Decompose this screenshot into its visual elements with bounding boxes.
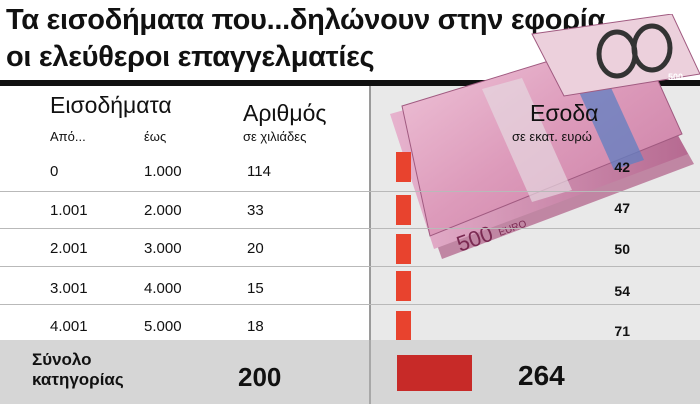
row-divider <box>0 228 700 229</box>
revenue-bar <box>396 271 411 301</box>
total-label: Σύνολο κατηγορίας <box>32 350 124 390</box>
title-underline <box>0 80 700 86</box>
row-count: 33 <box>247 202 264 219</box>
row-divider <box>0 191 700 192</box>
row-from: 2.001 <box>50 240 88 257</box>
header-count: Αριθμός <box>243 100 327 126</box>
title-line-2: οι ελεύθεροι επαγγελματίες <box>6 41 375 73</box>
row-from: 1.001 <box>50 202 88 219</box>
row-divider <box>0 304 700 305</box>
total-row <box>0 340 700 404</box>
total-divider <box>369 340 371 404</box>
total-label-line-2: κατηγορίας <box>32 370 124 389</box>
title-line-1: Τα εισοδήματα που...δηλώνουν στην εφορία <box>6 4 606 36</box>
total-revenue-bar <box>397 355 472 391</box>
row-to: 4.000 <box>144 280 182 297</box>
revenue-bar <box>396 234 411 264</box>
row-count: 114 <box>247 163 271 180</box>
total-count: 200 <box>238 362 282 392</box>
header-revenue-unit: σε εκατ. ευρώ <box>512 129 592 144</box>
total-revenue: 264 <box>518 360 565 391</box>
row-count: 20 <box>247 240 264 257</box>
revenue-bar <box>396 311 411 341</box>
row-from: 4.001 <box>50 318 88 335</box>
row-revenue: 54 <box>614 283 630 299</box>
header-from: Από... <box>50 129 86 144</box>
banknote-corner-500: 500 <box>668 72 683 82</box>
row-revenue: 50 <box>614 241 630 257</box>
banknotes-illustration: 500 EURO 500 <box>390 14 700 259</box>
row-to: 2.000 <box>144 202 182 219</box>
row-revenue: 42 <box>614 159 630 175</box>
header-count-unit: σε χιλιάδες <box>243 129 307 144</box>
revenue-bar <box>396 195 411 225</box>
row-revenue: 47 <box>614 200 630 216</box>
row-to: 3.000 <box>144 240 182 257</box>
banknote-stack <box>390 14 700 259</box>
row-count: 15 <box>247 280 264 297</box>
header-income: Εισοδήματα <box>50 92 172 118</box>
row-to: 5.000 <box>144 318 182 335</box>
row-to: 1.000 <box>144 163 182 180</box>
row-revenue: 71 <box>614 323 630 339</box>
row-from: 0 <box>50 163 59 180</box>
row-count: 18 <box>247 318 264 335</box>
header-to: έως <box>144 129 167 144</box>
revenue-bar <box>396 152 411 182</box>
column-divider <box>369 86 371 404</box>
header-revenue: Εσοδα <box>530 100 599 126</box>
total-label-line-1: Σύνολο <box>32 350 92 369</box>
row-divider <box>0 266 700 267</box>
row-from: 3.001 <box>50 280 88 297</box>
